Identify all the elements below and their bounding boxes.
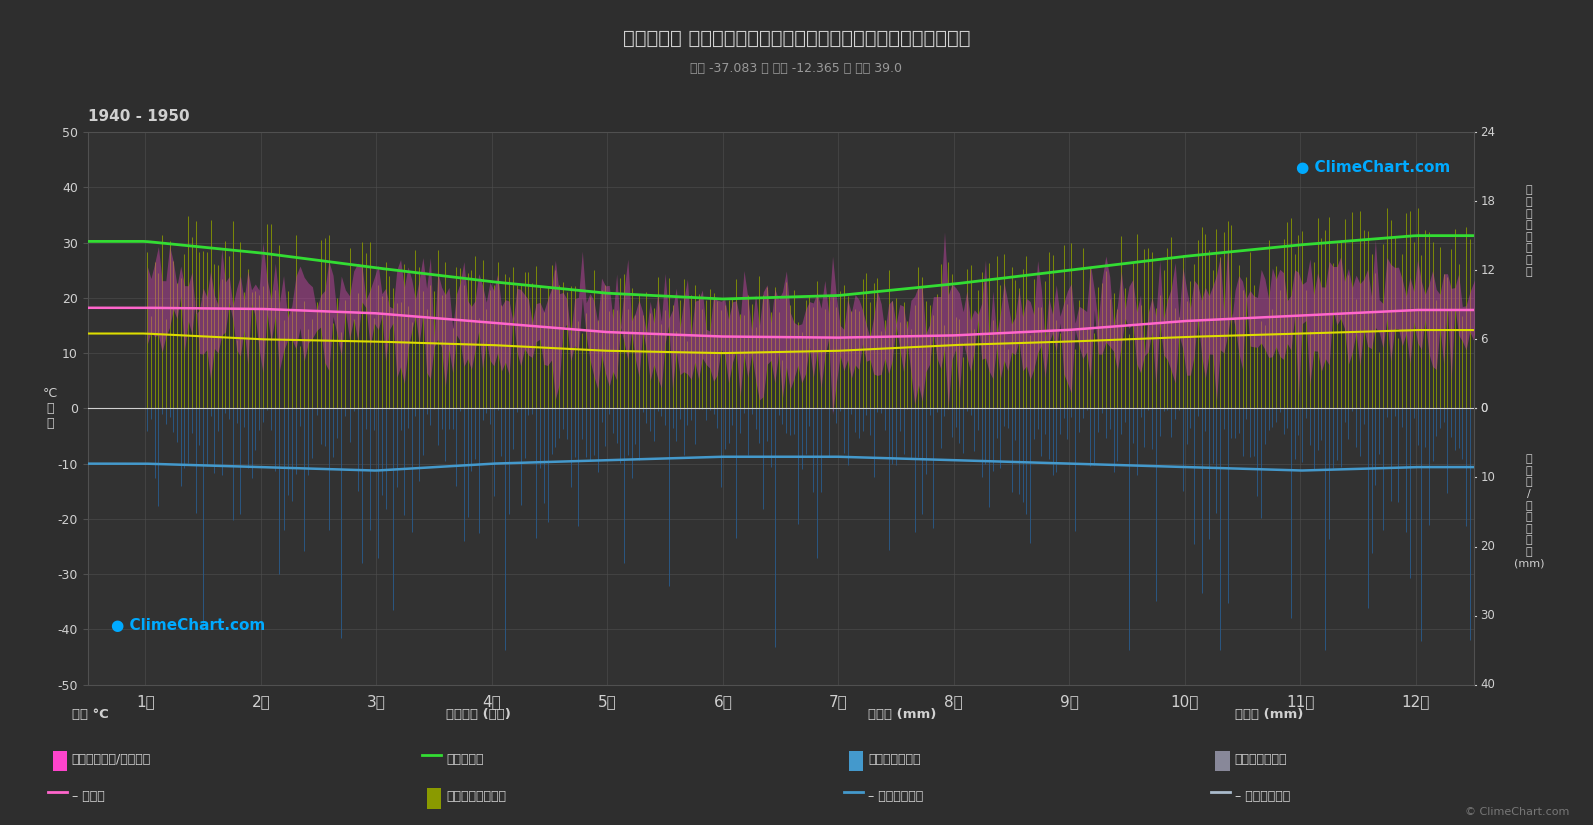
Y-axis label: °C
温
度: °C 温 度 [43, 387, 57, 430]
Text: 日ごとの降雨量: 日ごとの降雨量 [868, 753, 921, 766]
Text: 降
雨
量
/
最
高
降
雪
量
(mm): 降 雨 量 / 最 高 降 雪 量 (mm) [1513, 455, 1545, 568]
Text: 0: 0 [1480, 402, 1488, 415]
Text: 40: 40 [1480, 678, 1496, 691]
Text: – 月平均降雨量: – 月平均降雨量 [868, 790, 924, 804]
Text: © ClimeChart.com: © ClimeChart.com [1464, 807, 1569, 817]
Text: 0: 0 [1480, 402, 1488, 415]
Text: 12: 12 [1480, 264, 1496, 276]
Text: 降雪量 (mm): 降雪量 (mm) [1235, 708, 1303, 721]
Text: 日
照
時
間
（
時
間
）: 日 照 時 間 （ 時 間 ） [1526, 186, 1532, 276]
Text: 18: 18 [1480, 195, 1496, 208]
Text: 30: 30 [1480, 609, 1496, 622]
Text: – 月平均降雪量: – 月平均降雪量 [1235, 790, 1290, 804]
Text: 日中の時間: 日中の時間 [446, 753, 484, 766]
Text: 日照時間 (時間): 日照時間 (時間) [446, 708, 511, 721]
Text: 緯度 -37.083 ・ 経度 -12.365 ・ 標高 39.0: 緯度 -37.083 ・ 経度 -12.365 ・ 標高 39.0 [690, 62, 903, 75]
Text: 24: 24 [1480, 125, 1496, 139]
Text: – 月平均: – 月平均 [72, 790, 105, 804]
Text: 日ごとの日照時間: 日ごとの日照時間 [446, 790, 507, 804]
Text: 20: 20 [1480, 540, 1496, 553]
Text: 降雨量 (mm): 降雨量 (mm) [868, 708, 937, 721]
Text: 日ごとの最小/最大範囲: 日ごとの最小/最大範囲 [72, 753, 151, 766]
Text: 10: 10 [1480, 471, 1496, 484]
Text: 6: 6 [1480, 332, 1488, 346]
Text: ● ClimeChart.com: ● ClimeChart.com [1297, 160, 1451, 175]
Text: 気温 °C: 気温 °C [72, 708, 108, 721]
Text: 1940 - 1950: 1940 - 1950 [88, 109, 190, 124]
Text: ● ClimeChart.com: ● ClimeChart.com [112, 619, 264, 634]
Text: 日ごとの降雪量: 日ごとの降雪量 [1235, 753, 1287, 766]
Text: の気候変動 七つの海のエディンバラ、トリスタン・ダ・クーニャ: の気候変動 七つの海のエディンバラ、トリスタン・ダ・クーニャ [623, 29, 970, 48]
